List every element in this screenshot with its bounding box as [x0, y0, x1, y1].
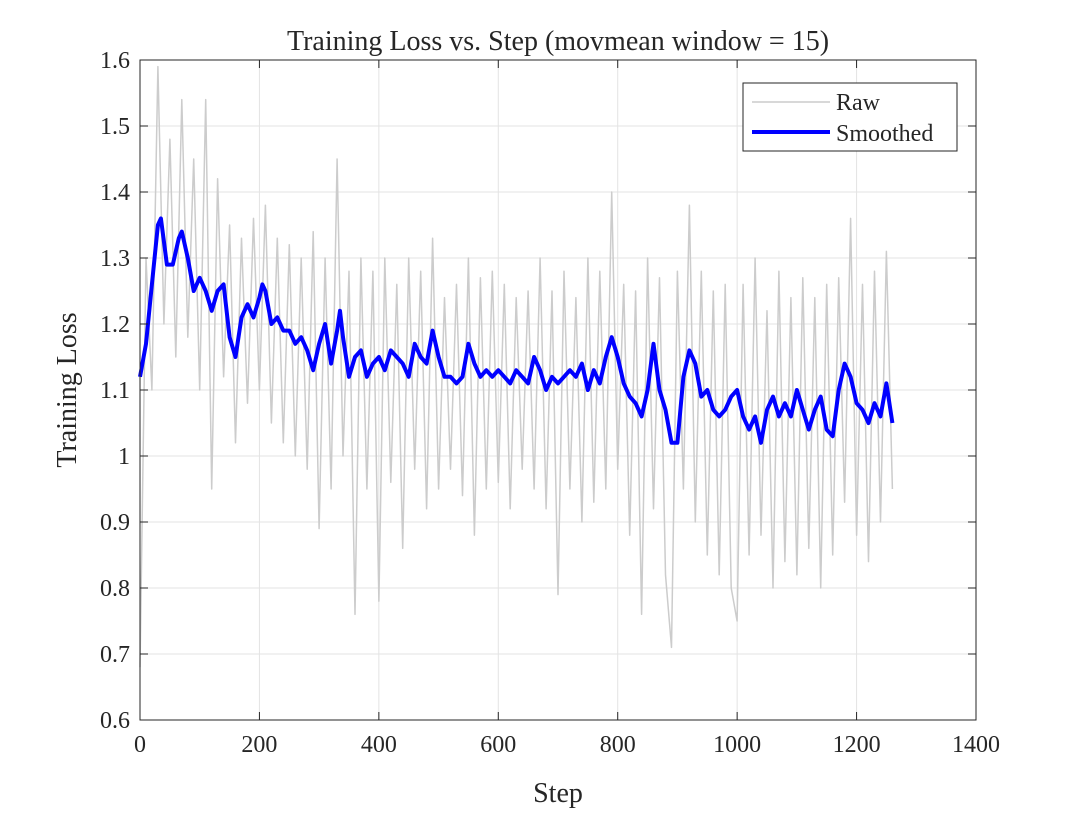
- x-tick-label: 200: [241, 732, 277, 758]
- x-tick-label: 1200: [833, 732, 881, 758]
- series-line-raw: [139, 65, 894, 668]
- y-tick-label: 1.2: [100, 312, 130, 338]
- series-line-smoothed: [138, 216, 895, 445]
- y-axis-label: Training Loss: [52, 312, 83, 467]
- y-tick-label: 1.1: [100, 378, 130, 404]
- x-tick-label: 600: [480, 732, 516, 758]
- y-tick-label: 1.4: [100, 180, 130, 206]
- y-tick-label: 0.7: [100, 642, 130, 668]
- plot-area: [138, 65, 895, 668]
- y-tick-label: 1.5: [100, 114, 130, 140]
- y-tick-label: 0.6: [100, 708, 130, 734]
- y-tick-label: 0.8: [100, 576, 130, 602]
- x-axis-label: Step: [533, 778, 583, 809]
- y-tick-label: 1.3: [100, 246, 130, 272]
- x-tick-label: 1000: [713, 732, 761, 758]
- legend-smoothed-label: Smoothed: [836, 121, 933, 147]
- x-tick-label: 0: [134, 732, 146, 758]
- x-tick-label: 400: [361, 732, 397, 758]
- legend: Raw Smoothed: [742, 82, 958, 152]
- chart-title: Training Loss vs. Step (movmean window =…: [287, 26, 829, 57]
- legend-box: [742, 82, 958, 152]
- legend-raw-label: Raw: [836, 90, 881, 116]
- x-tick-label: 1400: [952, 732, 1000, 758]
- y-tick-label: 0.9: [100, 510, 130, 536]
- x-tick-label: 800: [600, 732, 636, 758]
- ticks: 0 200 400 600 800 1000 1200 1400 0.6 0.7 0.8 0.9 1 1.…: [100, 48, 1000, 758]
- y-tick-label: 1.6: [100, 48, 130, 74]
- y-tick-label: 1: [118, 444, 130, 470]
